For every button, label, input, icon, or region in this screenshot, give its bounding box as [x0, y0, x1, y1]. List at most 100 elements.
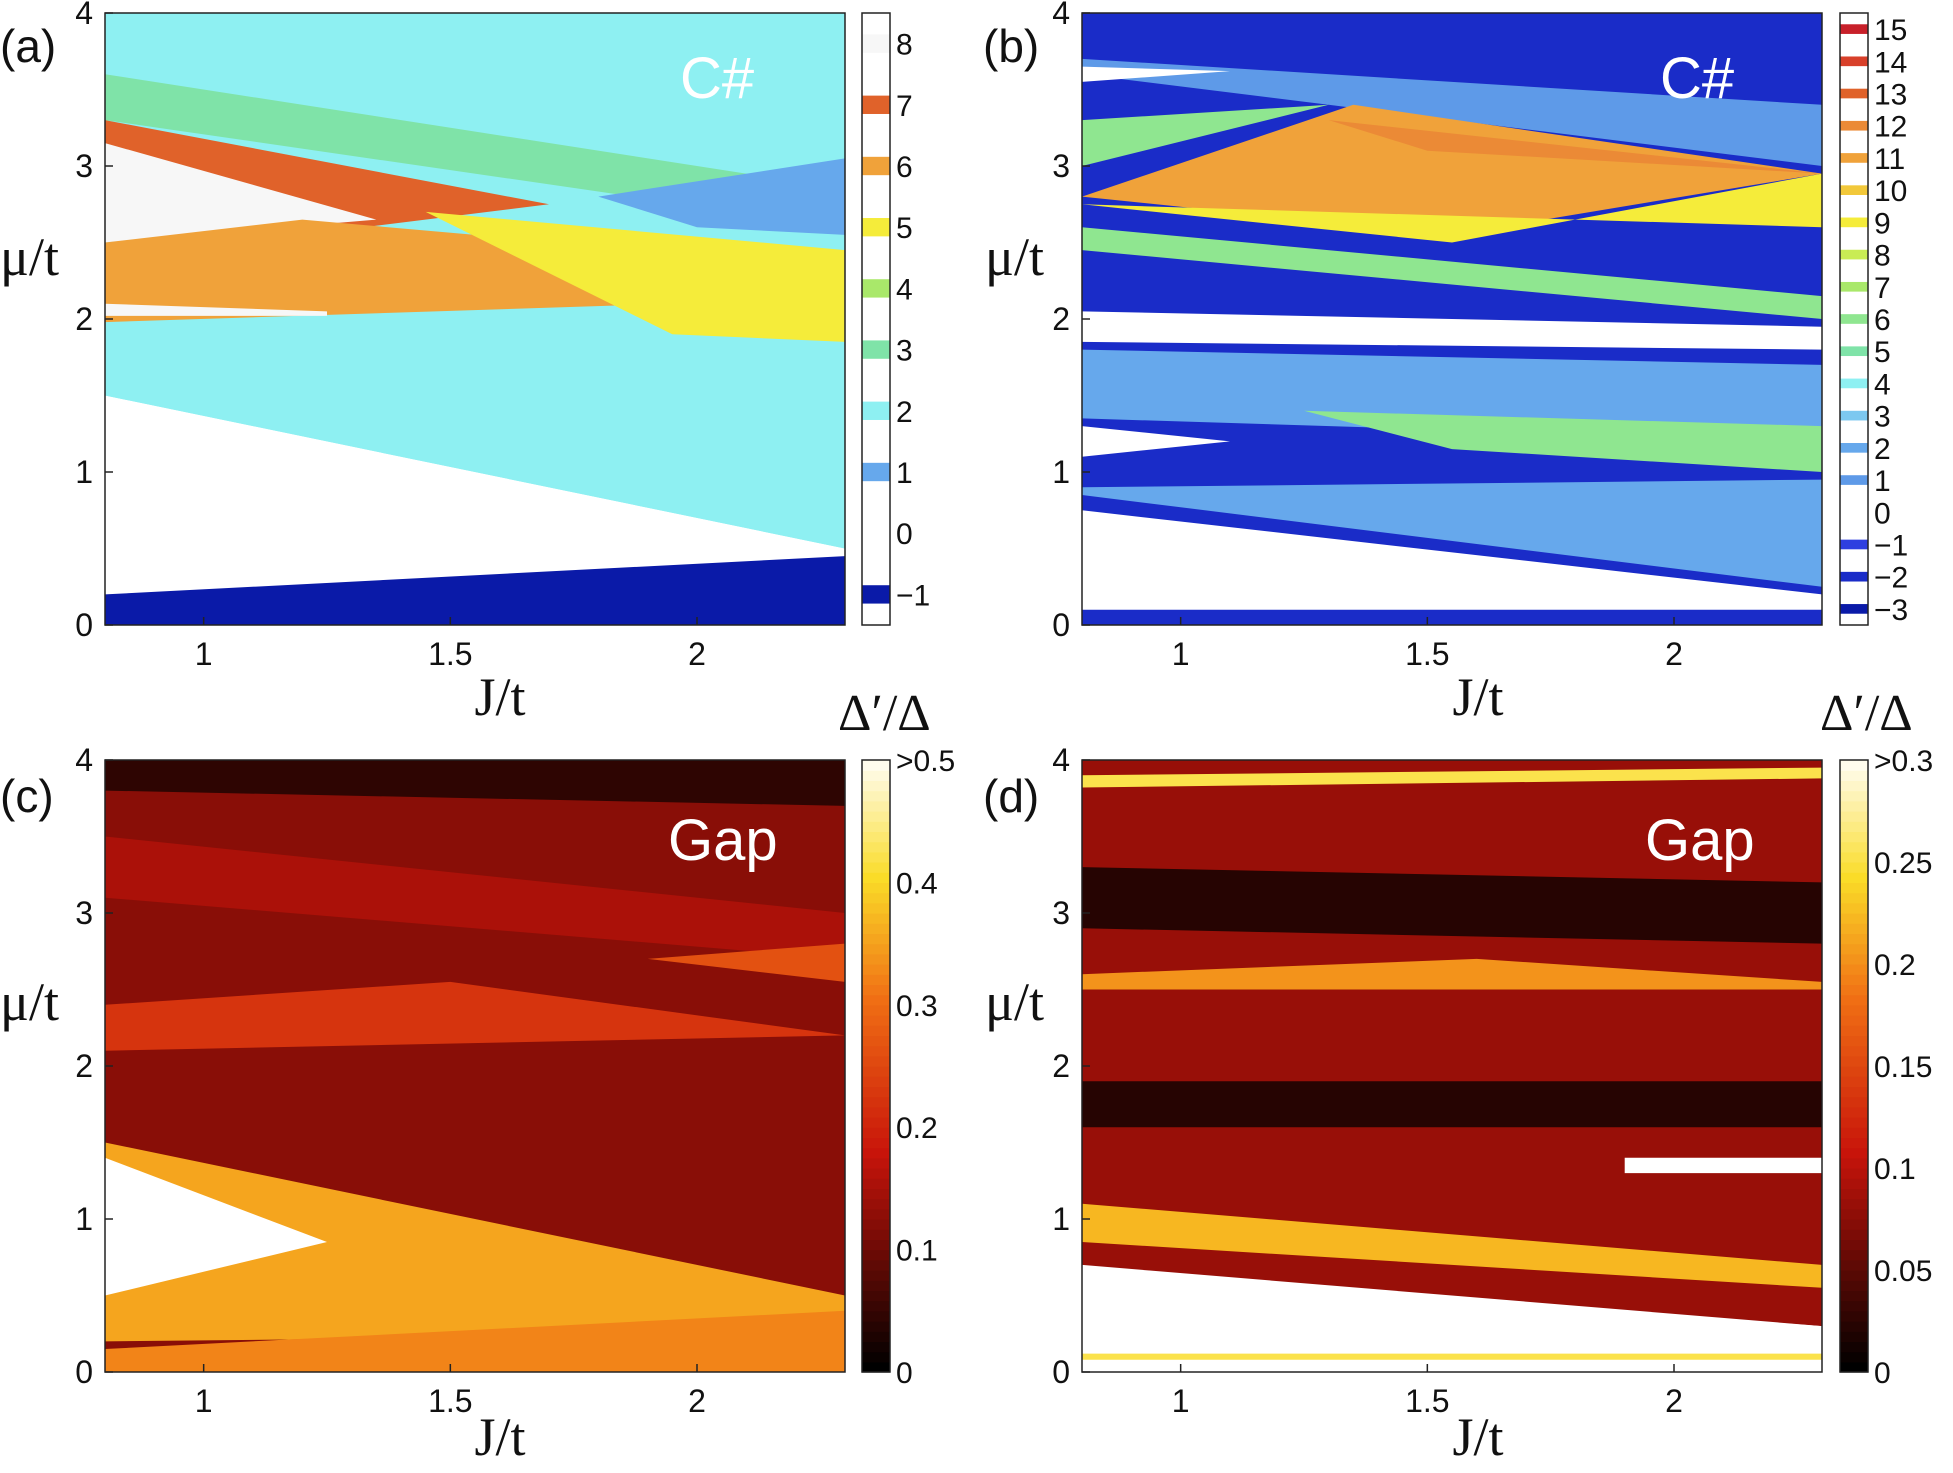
colorbar-segment: [1840, 1137, 1868, 1149]
colorbar-swatch: [862, 156, 890, 176]
colorbar-segment: [862, 1259, 890, 1271]
colorbar-segment: [862, 1127, 890, 1138]
colorbar-segment: [862, 831, 890, 843]
colorbar-segment: [862, 1106, 890, 1118]
colorbar-tick-label: 0.2: [1874, 949, 1916, 982]
colorbar-tick-label: −1: [896, 579, 930, 612]
colorbar-segment: [1840, 841, 1868, 853]
colorbar-segment: [862, 974, 890, 985]
colorbar-swatch: [1840, 378, 1868, 389]
colorbar-tick-label: 0.2: [896, 1112, 938, 1145]
y-tick-label: 4: [1052, 742, 1070, 778]
colorbar-segment: [1840, 892, 1868, 904]
colorbar-segment: [862, 1025, 890, 1036]
x-tick-label: 2: [1665, 1383, 1683, 1419]
colorbar-segment: [862, 1117, 890, 1128]
colorbar-segment: [1840, 984, 1868, 996]
colorbar-segment: [1840, 933, 1868, 945]
colorbar-frame: [861, 759, 891, 1373]
colorbar: 8 7 6 5 4 3 2 1 0 −1: [861, 12, 930, 626]
colorbar-swatch: [1840, 475, 1868, 485]
x-tick-label: 2: [688, 1383, 706, 1419]
colorbar-segment: [1840, 1106, 1868, 1118]
heatmap-regions: [1082, 760, 1822, 1360]
heatmap-regions: [105, 760, 845, 1372]
colorbar-segment: [1840, 1178, 1868, 1189]
colorbar-tick-label: 0.15: [1874, 1051, 1932, 1084]
colorbar-swatch: [1840, 571, 1868, 582]
x-axis-label: J/t: [474, 667, 525, 727]
colorbar-tick-label: 0.1: [1874, 1153, 1916, 1186]
colorbar-segment: [862, 1290, 890, 1302]
y-axis-label: μ/t: [0, 972, 59, 1032]
colorbar-swatch: [1840, 153, 1868, 163]
colorbar-segment: [862, 1035, 890, 1047]
heatmap-region: [1082, 58, 1822, 166]
colorbar-segment: [862, 1178, 890, 1189]
colorbar-segment: [862, 800, 890, 812]
heatmap-region: [105, 219, 673, 323]
colorbar-segment: [862, 1086, 890, 1098]
colorbar-segment: [1840, 953, 1868, 965]
colorbar-segment: [1840, 831, 1868, 843]
colorbar-segment: [862, 1137, 890, 1149]
heatmap-region: [1082, 1203, 1822, 1288]
colorbar-swatch: [1840, 443, 1868, 453]
colorbar-segment: [1840, 1351, 1868, 1363]
heatmap-region: [598, 158, 845, 235]
colorbar-segment: [1840, 1249, 1868, 1261]
colorbar-segment: [1840, 1157, 1868, 1169]
panel-d: 1 1.5 2 0 1 2 3 4 (d) Gap J/t μ/t >0.3 0.25 0.2 0.15 0.1…: [983, 685, 1933, 1467]
colorbar-tick-label: 9: [1874, 207, 1891, 240]
colorbar-tick-label: −3: [1874, 594, 1908, 627]
colorbar-segment: [1840, 770, 1868, 781]
colorbar-segment: [862, 1341, 890, 1353]
colorbar-tick-label: 6: [1874, 304, 1891, 337]
colorbar-title: Δ′/Δ: [838, 685, 931, 742]
heatmap-region: [1082, 311, 1822, 350]
colorbar-segment: [1840, 790, 1868, 802]
x-tick-label: 1.5: [1405, 1383, 1449, 1419]
colorbar-segment: [862, 882, 890, 894]
colorbar-segment: [1840, 1290, 1868, 1302]
colorbar-tick-label: 2: [1874, 433, 1891, 466]
heatmap-region: [1082, 958, 1822, 990]
colorbar-segment: [1840, 1239, 1868, 1251]
y-tick-label: 2: [1052, 1048, 1070, 1084]
heatmap-region: [647, 943, 845, 982]
colorbar-segment: [1840, 1076, 1868, 1087]
colorbar-swatch: [1840, 314, 1868, 324]
colorbar-swatch: [1840, 249, 1868, 260]
colorbar-segment: [1840, 974, 1868, 985]
colorbar-segment: [862, 943, 890, 955]
colorbar-segment: [862, 892, 890, 904]
colorbar-segment: [1840, 1086, 1868, 1098]
colorbar-tick-label: 11: [1874, 143, 1905, 176]
panel-label: (c): [0, 770, 54, 822]
panel-annotation: C#: [1660, 46, 1734, 111]
colorbar-segment: [1840, 923, 1868, 934]
colorbar-segment: [862, 933, 890, 945]
colorbar-swatch: [862, 401, 890, 420]
heatmap-region: [105, 981, 845, 1051]
colorbar-segment: [862, 1219, 890, 1230]
colorbar-segment: [1840, 1004, 1868, 1016]
colorbar-segment: [1840, 811, 1868, 822]
colorbar-segment: [862, 1361, 890, 1373]
colorbar-title: Δ′/Δ: [1820, 685, 1913, 742]
colorbar-tick-label: 7: [1874, 272, 1891, 305]
y-tick-label: 3: [1052, 148, 1070, 184]
colorbar-swatch: [1840, 120, 1868, 131]
colorbar-tick-label: 8: [1874, 240, 1891, 273]
heatmap-region: [105, 836, 845, 959]
colorbar-segment: [862, 1096, 890, 1108]
colorbar-tick-label: 12: [1874, 111, 1907, 144]
heatmap-region: [425, 211, 845, 342]
heatmap-region: [105, 1310, 845, 1372]
colorbar-segment: [1840, 780, 1868, 792]
colorbar-segment: [1840, 851, 1868, 863]
colorbar-swatch: [862, 524, 890, 543]
y-tick-label: 2: [75, 301, 93, 337]
